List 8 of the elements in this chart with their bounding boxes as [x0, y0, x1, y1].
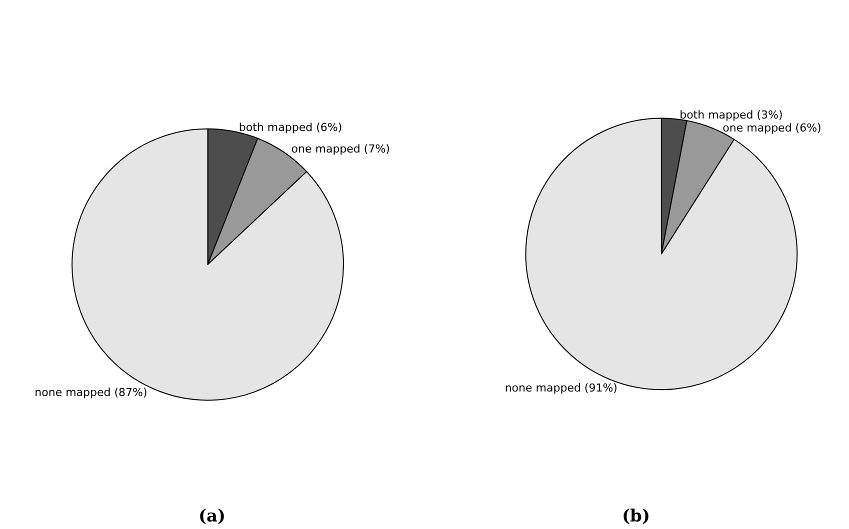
slice-label: one mapped (7%) — [291, 142, 390, 156]
text: (a) — [198, 506, 226, 526]
slice-label: none mapped (91%) — [504, 382, 618, 395]
slice-label: one mapped (6%) — [722, 121, 822, 134]
slice-label: none mapped (87%) — [34, 386, 148, 400]
slice-label: both mapped (3%) — [680, 108, 783, 122]
text: (b) — [622, 506, 650, 526]
slice-label: both mapped (6%) — [238, 120, 342, 134]
